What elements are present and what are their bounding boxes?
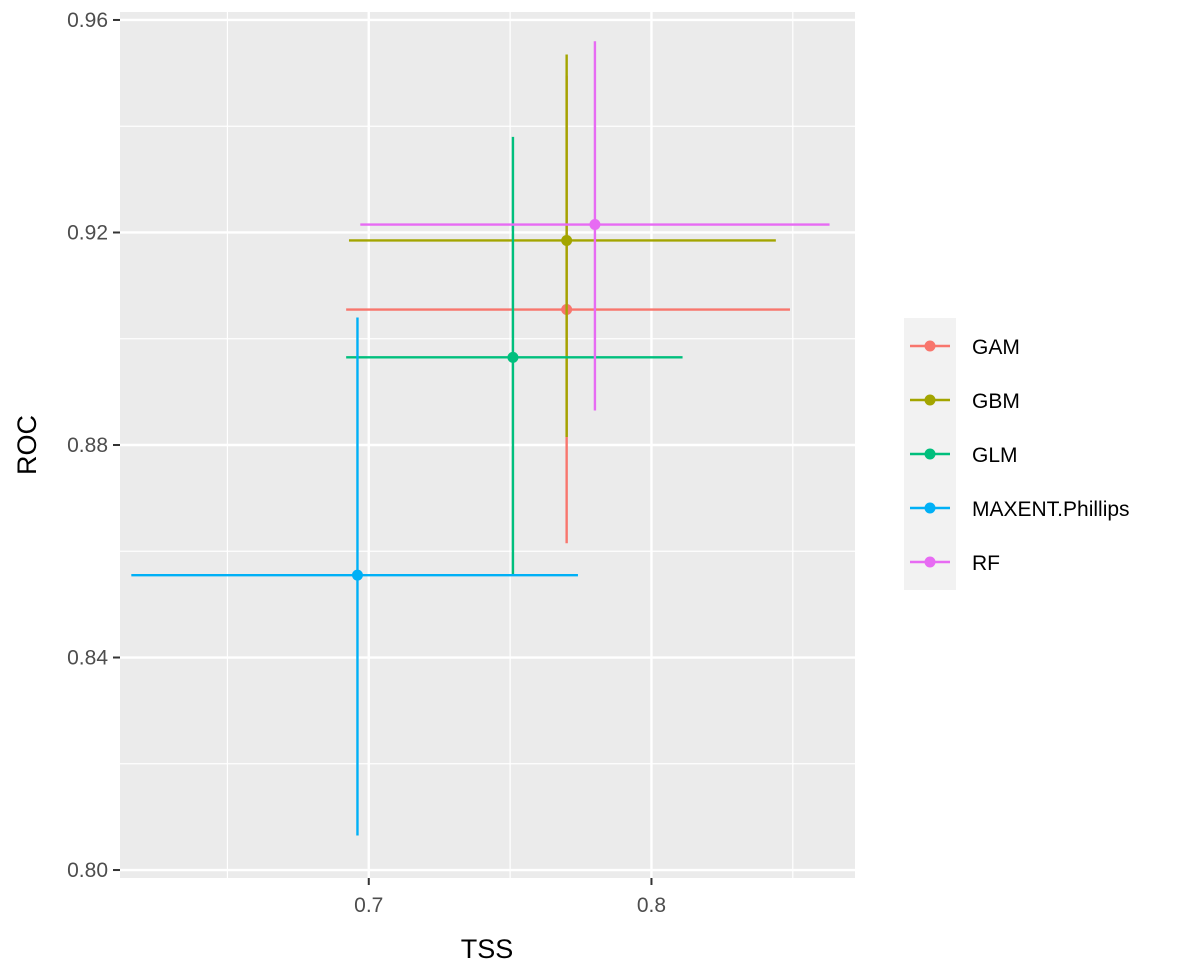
y-tick-label: 0.92 [67, 221, 108, 244]
series-glm [346, 136, 683, 576]
series-layer [131, 41, 830, 836]
legend: GAM GBM GLM MAXENT.Phillips RF [904, 318, 1130, 590]
legend-key-point [924, 394, 936, 406]
legend-entry: MAXENT.Phillips [910, 498, 1130, 521]
x-axis-title: TSS [461, 934, 514, 962]
legend-key-point [924, 502, 936, 514]
x-tick-label: 0.7 [354, 894, 383, 917]
legend-label: GBM [972, 390, 1020, 413]
y-axis-title: ROC [12, 415, 42, 475]
series-rf [360, 41, 830, 411]
series-maxent-phillips [131, 317, 578, 836]
x-tick-label: 0.8 [637, 894, 666, 917]
data-point [351, 569, 363, 581]
legend-entry: GBM [910, 390, 1020, 413]
legend-label: RF [972, 552, 1000, 575]
series-gbm [348, 54, 776, 438]
data-point [507, 351, 519, 363]
tick-labels: 0.7 0.8 0.80 0.84 0.88 0.92 0.96 [67, 9, 666, 917]
legend-label: GLM [972, 444, 1018, 467]
legend-label: MAXENT.Phillips [972, 498, 1130, 521]
legend-key-point [924, 340, 936, 352]
y-tick-label: 0.96 [67, 9, 108, 32]
legend-entry: RF [910, 552, 1000, 575]
legend-entry: GLM [910, 444, 1018, 467]
axis-ticks [113, 18, 653, 885]
data-point [561, 234, 573, 246]
legend-label: GAM [972, 336, 1020, 359]
y-tick-label: 0.80 [67, 859, 108, 882]
legend-key-point [924, 556, 936, 568]
legend-key-point [924, 448, 936, 460]
major-gridlines [120, 12, 855, 878]
data-point [589, 219, 601, 231]
legend-entry: GAM [910, 336, 1020, 359]
y-tick-label: 0.88 [67, 434, 108, 457]
y-tick-label: 0.84 [67, 647, 108, 670]
